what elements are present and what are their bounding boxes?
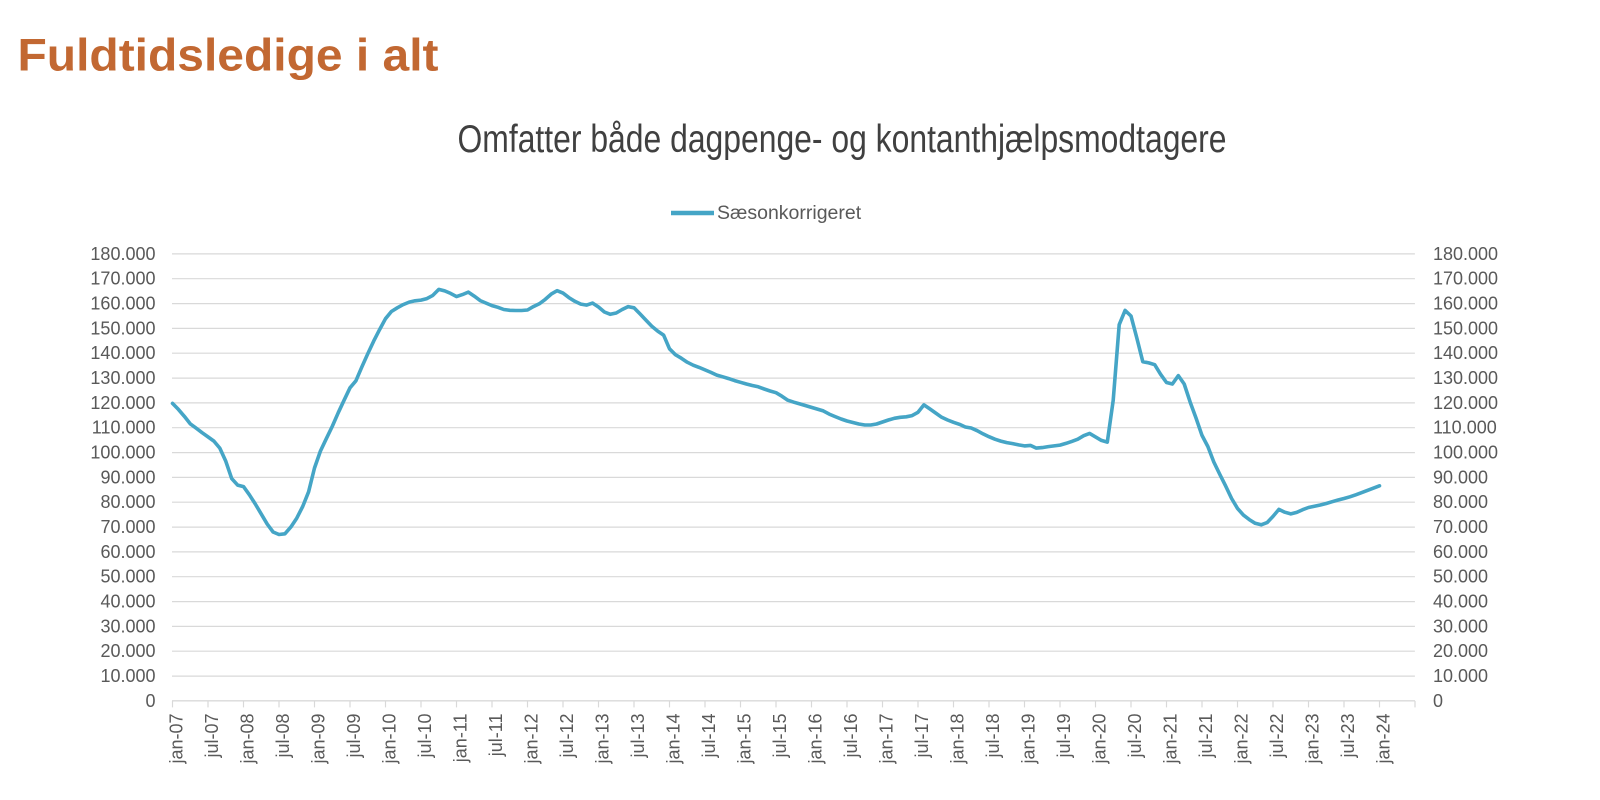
- svg-text:jul-20: jul-20: [1125, 714, 1145, 759]
- svg-text:40.000: 40.000: [1433, 592, 1488, 612]
- svg-text:jan-07: jan-07: [167, 714, 187, 765]
- svg-text:40.000: 40.000: [100, 592, 155, 612]
- svg-text:jan-15: jan-15: [735, 714, 755, 765]
- svg-text:jul-08: jul-08: [273, 714, 293, 759]
- svg-text:100.000: 100.000: [1433, 443, 1498, 463]
- svg-text:180.000: 180.000: [1433, 244, 1498, 264]
- svg-text:80.000: 80.000: [1433, 492, 1488, 512]
- svg-text:10.000: 10.000: [1433, 666, 1488, 686]
- svg-text:130.000: 130.000: [1433, 368, 1498, 388]
- svg-text:80.000: 80.000: [100, 492, 155, 512]
- svg-text:170.000: 170.000: [1433, 269, 1498, 289]
- svg-text:jan-09: jan-09: [309, 714, 329, 765]
- svg-text:jan-14: jan-14: [664, 714, 684, 765]
- svg-text:120.000: 120.000: [1433, 393, 1498, 413]
- svg-text:jul-14: jul-14: [699, 714, 719, 759]
- svg-text:70.000: 70.000: [100, 517, 155, 537]
- svg-text:jan-17: jan-17: [877, 714, 897, 765]
- svg-text:jul-17: jul-17: [912, 714, 932, 759]
- svg-text:120.000: 120.000: [90, 393, 155, 413]
- svg-text:50.000: 50.000: [1433, 567, 1488, 587]
- svg-text:160.000: 160.000: [1433, 294, 1498, 314]
- svg-text:70.000: 70.000: [1433, 517, 1488, 537]
- svg-text:jan-21: jan-21: [1161, 714, 1181, 765]
- svg-text:180.000: 180.000: [90, 244, 155, 264]
- svg-text:20.000: 20.000: [1433, 641, 1488, 661]
- svg-text:jan-10: jan-10: [380, 714, 400, 765]
- svg-text:0: 0: [1433, 691, 1443, 711]
- svg-text:160.000: 160.000: [90, 294, 155, 314]
- svg-text:jul-11: jul-11: [486, 714, 506, 758]
- svg-text:60.000: 60.000: [100, 542, 155, 562]
- svg-text:jan-13: jan-13: [593, 714, 613, 765]
- svg-text:jan-22: jan-22: [1232, 714, 1252, 765]
- svg-text:90.000: 90.000: [100, 467, 155, 487]
- svg-text:130.000: 130.000: [90, 368, 155, 388]
- svg-text:jan-18: jan-18: [948, 714, 968, 765]
- svg-text:150.000: 150.000: [90, 318, 155, 338]
- svg-text:jul-16: jul-16: [841, 714, 861, 759]
- svg-text:Fuldtidsledige i alt: Fuldtidsledige i alt: [18, 30, 439, 81]
- svg-text:10.000: 10.000: [100, 666, 155, 686]
- svg-text:jan-08: jan-08: [238, 714, 258, 765]
- svg-text:100.000: 100.000: [90, 443, 155, 463]
- svg-text:Omfatter både dagpenge- og kon: Omfatter både dagpenge- og kontanthjælps…: [458, 118, 1227, 161]
- svg-text:30.000: 30.000: [100, 616, 155, 636]
- svg-text:jul-12: jul-12: [557, 714, 577, 759]
- svg-text:jul-21: jul-21: [1196, 714, 1216, 759]
- svg-text:jul-07: jul-07: [202, 714, 222, 759]
- svg-text:jan-16: jan-16: [806, 714, 826, 765]
- svg-text:jul-09: jul-09: [344, 714, 364, 759]
- svg-text:50.000: 50.000: [100, 567, 155, 587]
- svg-text:jul-22: jul-22: [1267, 714, 1287, 759]
- svg-text:jul-19: jul-19: [1054, 714, 1074, 759]
- svg-text:90.000: 90.000: [1433, 467, 1488, 487]
- svg-text:jan-23: jan-23: [1303, 714, 1323, 765]
- svg-text:60.000: 60.000: [1433, 542, 1488, 562]
- svg-text:jul-23: jul-23: [1338, 714, 1358, 759]
- svg-text:110.000: 110.000: [92, 418, 156, 438]
- svg-text:jan-11: jan-11: [451, 714, 471, 764]
- svg-text:110.000: 110.000: [1433, 418, 1497, 438]
- svg-text:jan-20: jan-20: [1090, 714, 1110, 765]
- svg-text:0: 0: [145, 691, 155, 711]
- svg-text:jan-19: jan-19: [1019, 714, 1039, 765]
- svg-text:20.000: 20.000: [100, 641, 155, 661]
- svg-text:jan-12: jan-12: [522, 714, 542, 765]
- svg-text:jul-18: jul-18: [983, 714, 1003, 759]
- svg-text:Sæsonkorrigeret: Sæsonkorrigeret: [717, 202, 862, 224]
- svg-text:jul-15: jul-15: [770, 714, 790, 759]
- svg-text:150.000: 150.000: [1433, 318, 1498, 338]
- svg-text:jan-24: jan-24: [1374, 714, 1394, 765]
- svg-text:140.000: 140.000: [90, 343, 155, 363]
- svg-text:170.000: 170.000: [90, 269, 155, 289]
- svg-text:30.000: 30.000: [1433, 616, 1488, 636]
- svg-text:jul-13: jul-13: [628, 714, 648, 759]
- svg-text:jul-10: jul-10: [415, 714, 435, 759]
- svg-text:140.000: 140.000: [1433, 343, 1498, 363]
